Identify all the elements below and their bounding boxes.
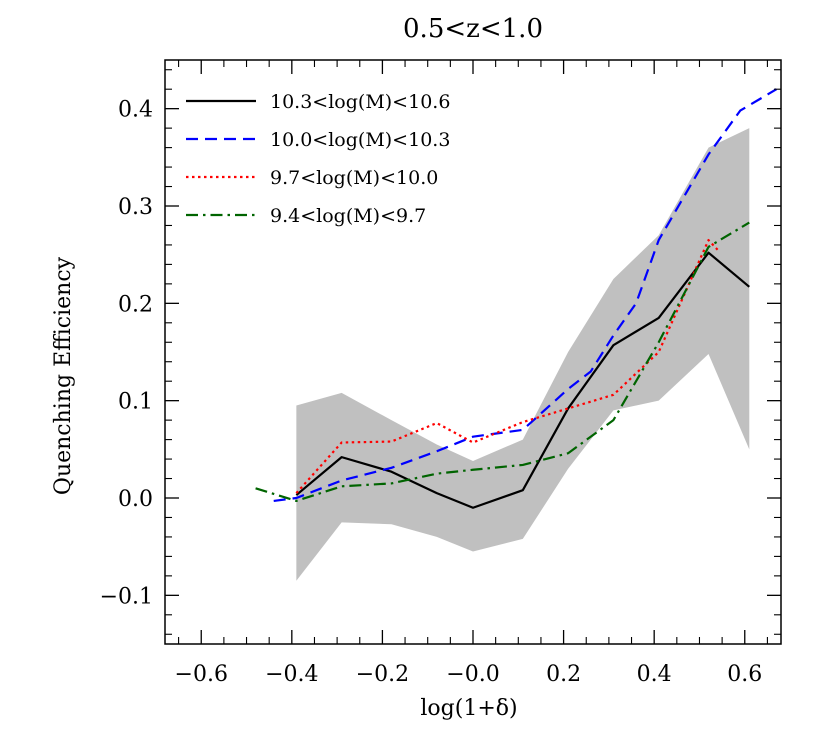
- y-tick-label: −0.1: [100, 584, 153, 609]
- legend-label-4: 9.4<log(M)<9.7: [270, 205, 426, 227]
- legend-label-1: 10.3<log(M)<10.6: [270, 91, 450, 113]
- y-tick-label: 0.0: [118, 487, 153, 512]
- tick-layer: −0.6 −0.4 −0.2 −0.0 0.2 0.4 0.6 −0.1 0.0 0.1 0.2 0.…: [100, 60, 781, 687]
- x-tick-label: 0.4: [637, 662, 672, 687]
- x-axis-title-group: log(1+δ): [420, 696, 517, 721]
- x-tick-label: −0.6: [175, 662, 228, 687]
- y-tick-label: 0.2: [118, 292, 153, 317]
- series-line-4: [255, 221, 750, 503]
- x-tick-label: 0.2: [546, 662, 581, 687]
- legend: 10.3<log(M)<10.6 10.0<log(M)<10.3 9.7<log(…: [186, 91, 450, 227]
- x-tick-label: 0.6: [727, 662, 762, 687]
- x-axis-title: log(1+δ): [420, 696, 517, 721]
- legend-label-2: 10.0<log(M)<10.3: [270, 129, 450, 151]
- x-tick-label: −0.4: [265, 662, 318, 687]
- series-layer: [255, 88, 778, 509]
- y-tick-label: 0.4: [118, 98, 153, 123]
- legend-label-3: 9.7<log(M)<10.0: [270, 167, 438, 189]
- series-line-1: [295, 251, 750, 509]
- y-axis-title: Quenching Efficiency: [51, 256, 76, 495]
- x-tick-label: −0.0: [446, 662, 499, 687]
- chart-title: 0.5<z<1.0: [403, 14, 543, 44]
- uncertainty-band: [296, 128, 750, 581]
- y-tick-label: 0.1: [118, 390, 153, 415]
- x-tick-label: −0.2: [356, 662, 409, 687]
- y-tick-label: 0.3: [118, 195, 153, 220]
- shaded-band-layer: [296, 128, 750, 581]
